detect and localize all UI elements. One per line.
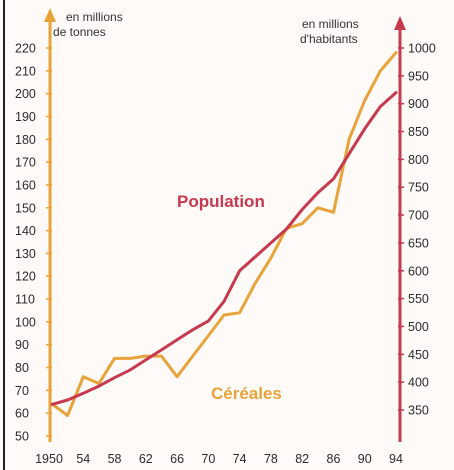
right-unit-line1: en millions — [302, 17, 359, 31]
left-tick-label: 180 — [15, 133, 36, 147]
right-tick-label: 800 — [408, 153, 429, 167]
left-tick-label: 70 — [15, 384, 29, 398]
left-tick-label: 110 — [15, 293, 35, 307]
x-tick-label: 1950 — [35, 452, 63, 466]
right-tick-label: 400 — [408, 376, 429, 390]
right-tick-label: 950 — [408, 69, 429, 83]
left-tick-label: 140 — [15, 224, 36, 238]
axes — [44, 8, 406, 442]
left-tick-label: 160 — [15, 178, 36, 192]
x-tick-label: 70 — [201, 452, 215, 466]
labels: en millions de tonnes en millions d'habi… — [53, 10, 359, 403]
right-tick-label: 500 — [408, 320, 429, 334]
x-tick-label: 90 — [358, 452, 372, 466]
population-series-label: Population — [177, 192, 265, 211]
left-tick-label: 120 — [15, 270, 36, 284]
right-tick-label: 750 — [408, 181, 429, 195]
left-tick-label: 150 — [15, 201, 36, 215]
right-tick-label: 450 — [408, 348, 429, 362]
population-line — [50, 91, 398, 406]
left-tick-label: 200 — [15, 87, 36, 101]
left-tick-label: 220 — [15, 42, 36, 56]
right-tick-label: 700 — [408, 209, 429, 223]
right-tick-label: 600 — [408, 264, 429, 278]
left-tick-label: 50 — [15, 430, 29, 444]
right-tick-label: 900 — [408, 97, 429, 111]
x-tick-label: 62 — [139, 452, 153, 466]
left-tick-label: 190 — [15, 110, 36, 124]
series-lines — [50, 51, 398, 417]
left-tick-label: 80 — [15, 361, 29, 375]
left-tick-label: 100 — [15, 315, 36, 329]
cereales-series-label: Céréales — [211, 384, 282, 403]
x-tick-label: 54 — [76, 452, 90, 466]
tick-labels: 50 60 70 80 90 100 110 120 130 140 150 160 170 180 190… — [15, 42, 436, 467]
left-unit-line2: de tonnes — [53, 25, 106, 39]
x-tick-label: 58 — [108, 452, 122, 466]
right-tick-label: 1000 — [408, 42, 436, 56]
right-tick-label: 350 — [408, 404, 429, 418]
left-tick-label: 60 — [15, 407, 29, 421]
right-unit-line2: d'habitants — [300, 32, 358, 46]
x-tick-label: 78 — [264, 452, 278, 466]
left-unit-line1: en millions — [66, 10, 123, 24]
left-tick-label: 130 — [15, 247, 36, 261]
right-tick-label: 650 — [408, 236, 429, 250]
x-tick-label: 74 — [233, 452, 247, 466]
left-tick-label: 210 — [15, 64, 36, 78]
left-axis-arrow — [44, 8, 56, 22]
left-tick-label: 170 — [15, 156, 36, 170]
x-tick-label: 82 — [295, 452, 309, 466]
x-tick-label: 86 — [327, 452, 341, 466]
left-tick-label: 90 — [15, 338, 29, 352]
x-tick-label: 94 — [389, 452, 403, 466]
left-border-line — [3, 0, 5, 470]
right-tick-label: 550 — [408, 292, 429, 306]
x-tick-label: 66 — [170, 452, 184, 466]
right-tick-label: 850 — [408, 125, 429, 139]
right-axis-arrow — [394, 16, 406, 30]
cereales-line — [50, 51, 398, 417]
